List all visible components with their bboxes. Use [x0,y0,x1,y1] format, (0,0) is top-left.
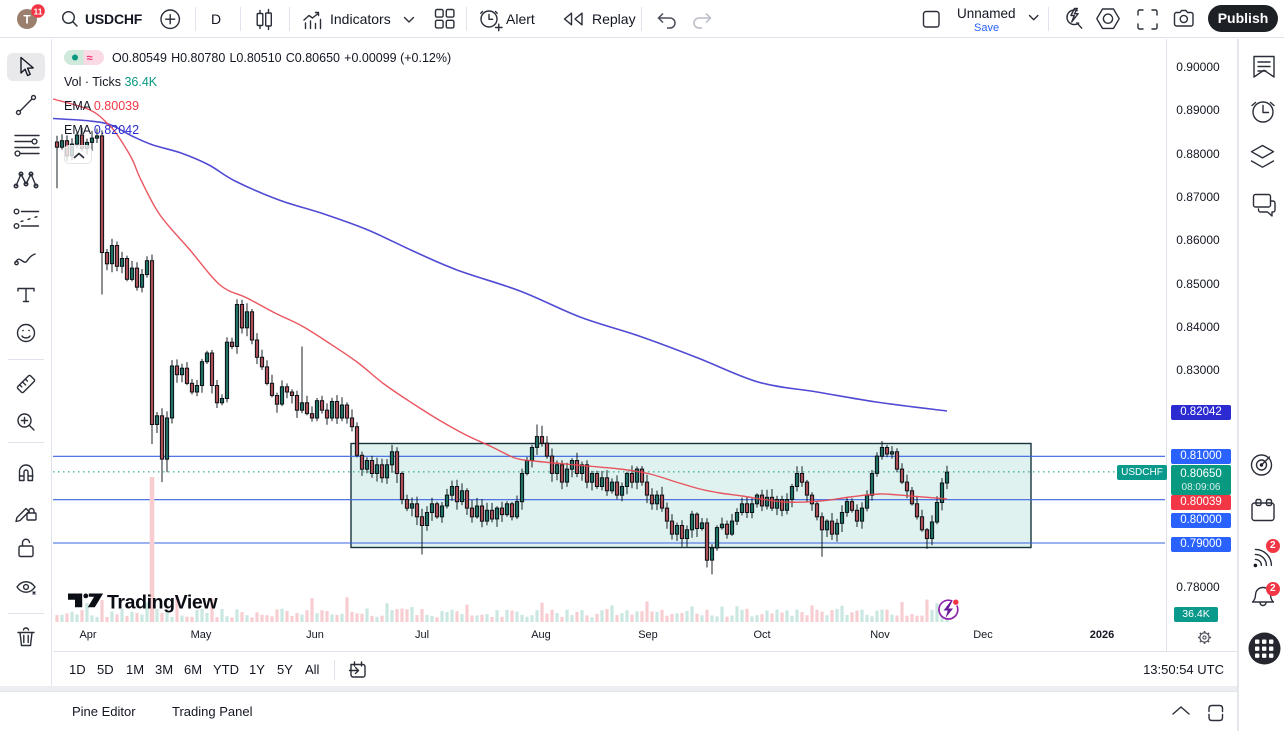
svg-text:≈: ≈ [86,53,92,65]
svg-text:T: T [23,13,31,27]
svg-text:11: 11 [34,6,43,16]
svg-text:TradingView: TradingView [107,592,218,614]
